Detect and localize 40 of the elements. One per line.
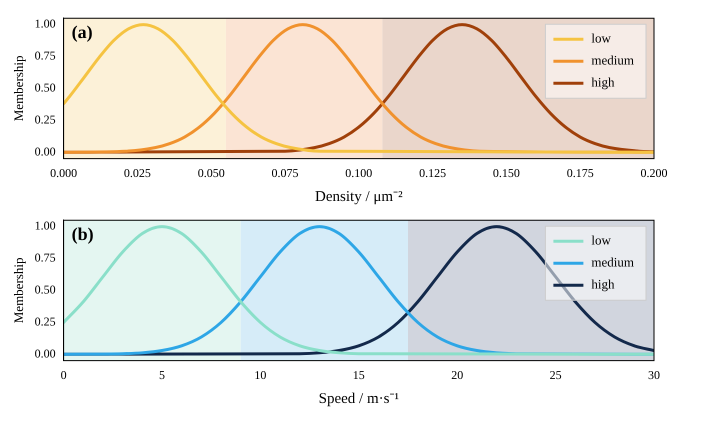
x-tick-label: 0.050	[198, 166, 225, 180]
y-tick-label: 0.75	[34, 250, 56, 265]
legend-label: medium	[591, 52, 634, 68]
y-tick-label: 1.00	[34, 16, 56, 31]
x-tick-label: 0.200	[640, 166, 668, 180]
x-tick-label: 10	[254, 368, 266, 382]
annotation: (b)	[72, 224, 94, 244]
x-tick-label: 0.175	[566, 166, 594, 180]
x-axis-title: Speed / m·s⁻¹	[318, 390, 399, 407]
y-tick-label: 0.00	[34, 346, 56, 360]
x-tick-label: 0.125	[419, 166, 446, 180]
x-tick-label: 0.025	[124, 166, 151, 180]
y-tick-label: 0.25	[34, 314, 56, 328]
x-axis-title: Density / μm⁻²	[315, 188, 404, 205]
x-tick-label: 15	[352, 368, 365, 382]
x-tick-label: 5	[159, 368, 165, 382]
legend-label: medium	[591, 254, 634, 270]
y-tick-label: 0.50	[34, 282, 56, 297]
legend-label: high	[591, 74, 616, 90]
line-series	[64, 23, 654, 154]
x-tick-label: 0.000	[50, 166, 78, 180]
x-tick-label: 0	[60, 368, 67, 382]
y-axis-title: Membership	[11, 56, 26, 122]
y-tick-label: 0.25	[34, 112, 56, 126]
x-tick-label: 0.150	[492, 166, 520, 180]
annotation: (a)	[72, 22, 93, 42]
x-tick-label: 25	[550, 368, 562, 382]
y-tick-label: 0.00	[34, 144, 56, 158]
legend-label: low	[591, 232, 612, 248]
y-tick-label: 0.75	[34, 48, 56, 63]
x-tick-label: 0.075	[272, 166, 298, 180]
y-tick-label: 1.00	[34, 218, 56, 233]
x-tick-label: 20	[451, 368, 464, 382]
line-series	[64, 225, 654, 356]
y-tick-label: 0.50	[34, 80, 56, 95]
x-tick-label: 30	[648, 368, 660, 382]
y-axis-title: Membership	[11, 258, 26, 324]
x-tick-label: 0.100	[345, 166, 372, 180]
legend-label: low	[591, 30, 612, 46]
legend-label: high	[591, 276, 616, 292]
